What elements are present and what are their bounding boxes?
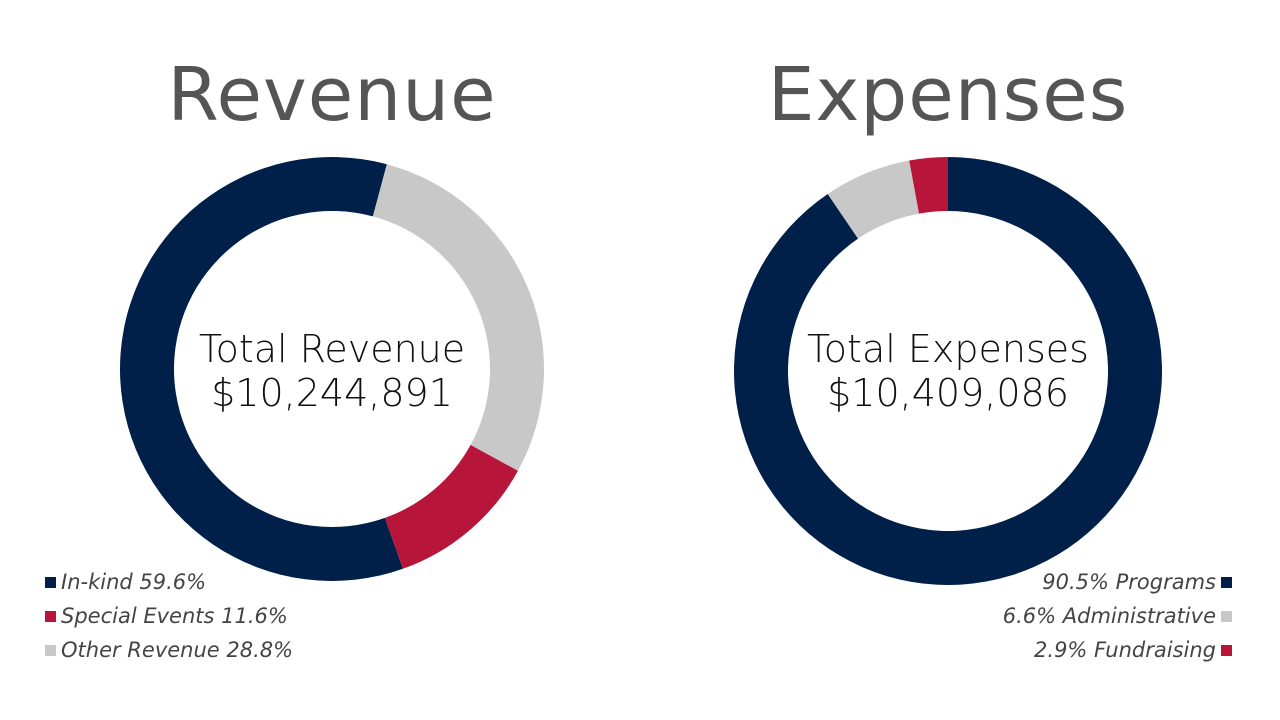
swatch-in-kind [45,576,56,588]
legend-label: 2.9% Fundraising [1034,638,1216,662]
revenue-title: Revenue [167,52,497,138]
total-expenses-label: Total Expenses [807,327,1089,371]
total-revenue-label: Total Revenue [198,327,466,371]
swatch-fundraising [1221,644,1232,656]
swatch-programs [1221,576,1232,588]
revenue-donut [120,157,544,581]
legend-item-programs: 90.5% Programs [1003,565,1232,599]
legend-label: Special Events 11.6% [61,604,288,628]
expenses-legend: 90.5% Programs 6.6% Administrative 2.9% … [1003,565,1232,667]
slice-in-kind [120,157,403,581]
legend-item-other-revenue: Other Revenue 28.8% [45,633,293,667]
revenue-legend: In-kind 59.6% Special Events 11.6% Other… [45,565,293,667]
legend-label: 6.6% Administrative [1002,604,1216,628]
legend-label: In-kind 59.6% [61,570,207,594]
slice-special-events [384,444,518,569]
legend-item-administrative: 6.6% Administrative [1003,599,1232,633]
slice-fundraising [909,157,948,214]
revenue-center-label: Total Revenue $10,244,891 [162,327,502,415]
total-revenue-value: $10,244,891 [211,371,453,415]
total-expenses-value: $10,409,086 [827,371,1069,415]
slice-other-revenue [372,164,544,471]
swatch-administrative [1221,610,1232,622]
swatch-special-events [45,610,56,622]
slice-administrative [827,160,920,239]
expenses-title: Expenses [767,52,1129,138]
legend-item-fundraising: 2.9% Fundraising [1003,633,1232,667]
legend-item-in-kind: In-kind 59.6% [45,565,293,599]
legend-item-special-events: Special Events 11.6% [45,599,293,633]
expenses-donut [734,157,1162,585]
swatch-other-revenue [45,644,56,656]
expenses-center-label: Total Expenses $10,409,086 [778,327,1118,415]
legend-label: Other Revenue 28.8% [61,638,294,662]
legend-label: 90.5% Programs [1042,570,1216,594]
